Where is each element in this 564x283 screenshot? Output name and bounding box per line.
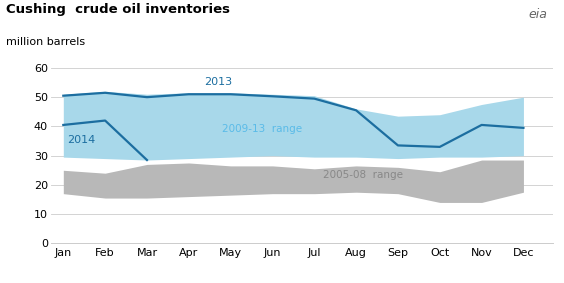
Text: eia: eia [528, 8, 547, 22]
Text: 2014: 2014 [67, 135, 95, 145]
Text: Cushing  crude oil inventories: Cushing crude oil inventories [6, 3, 230, 16]
Text: 2009-13  range: 2009-13 range [222, 124, 302, 134]
Text: 2013: 2013 [204, 77, 232, 87]
Text: million barrels: million barrels [6, 37, 85, 47]
Text: 2005-08  range: 2005-08 range [323, 170, 403, 180]
